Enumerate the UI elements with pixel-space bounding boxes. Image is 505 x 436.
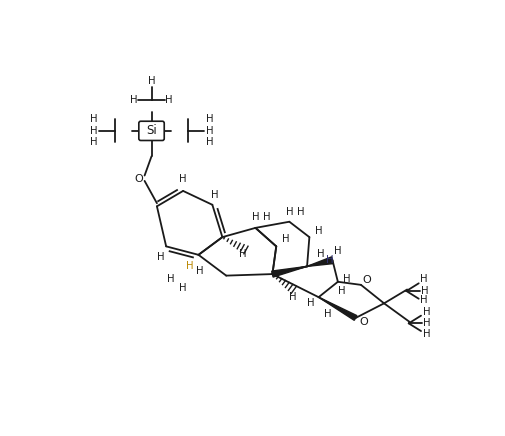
- Text: H: H: [286, 207, 293, 217]
- Text: H: H: [307, 297, 314, 307]
- Text: H: H: [342, 275, 349, 284]
- Text: H: H: [419, 295, 426, 305]
- Text: H: H: [211, 190, 218, 200]
- Text: H: H: [281, 235, 289, 245]
- Text: H: H: [263, 212, 270, 222]
- Text: H: H: [337, 286, 345, 296]
- Text: H: H: [205, 114, 213, 124]
- Text: H: H: [178, 283, 186, 293]
- Text: H: H: [296, 207, 304, 217]
- Polygon shape: [271, 266, 307, 277]
- Text: H: H: [239, 249, 246, 259]
- Text: H: H: [130, 95, 137, 105]
- Text: H: H: [422, 329, 429, 339]
- Text: H: H: [205, 126, 213, 136]
- Text: H: H: [422, 307, 429, 317]
- Text: H: H: [333, 246, 341, 256]
- Text: H: H: [288, 292, 295, 302]
- Polygon shape: [318, 297, 356, 320]
- Text: O: O: [134, 174, 143, 184]
- Text: Si: Si: [146, 124, 157, 137]
- Text: H: H: [325, 255, 332, 265]
- Text: H: H: [317, 249, 324, 259]
- Text: H: H: [205, 137, 213, 147]
- Polygon shape: [307, 257, 333, 266]
- Text: O: O: [362, 275, 371, 285]
- Text: H: H: [157, 252, 164, 262]
- Text: H: H: [196, 266, 204, 276]
- Text: H: H: [420, 286, 428, 296]
- Text: H: H: [165, 95, 173, 105]
- Text: H: H: [314, 226, 322, 236]
- Text: H: H: [252, 212, 260, 222]
- Text: H: H: [90, 126, 97, 136]
- Text: H: H: [179, 174, 186, 184]
- Text: H: H: [324, 309, 331, 319]
- FancyBboxPatch shape: [138, 121, 164, 140]
- Text: H: H: [167, 275, 174, 284]
- Text: H: H: [90, 137, 97, 147]
- Text: H: H: [419, 275, 426, 284]
- Text: H: H: [423, 318, 430, 328]
- Text: H: H: [90, 114, 97, 124]
- Text: H: H: [147, 76, 155, 86]
- Text: H: H: [185, 261, 192, 271]
- Text: O: O: [358, 317, 367, 327]
